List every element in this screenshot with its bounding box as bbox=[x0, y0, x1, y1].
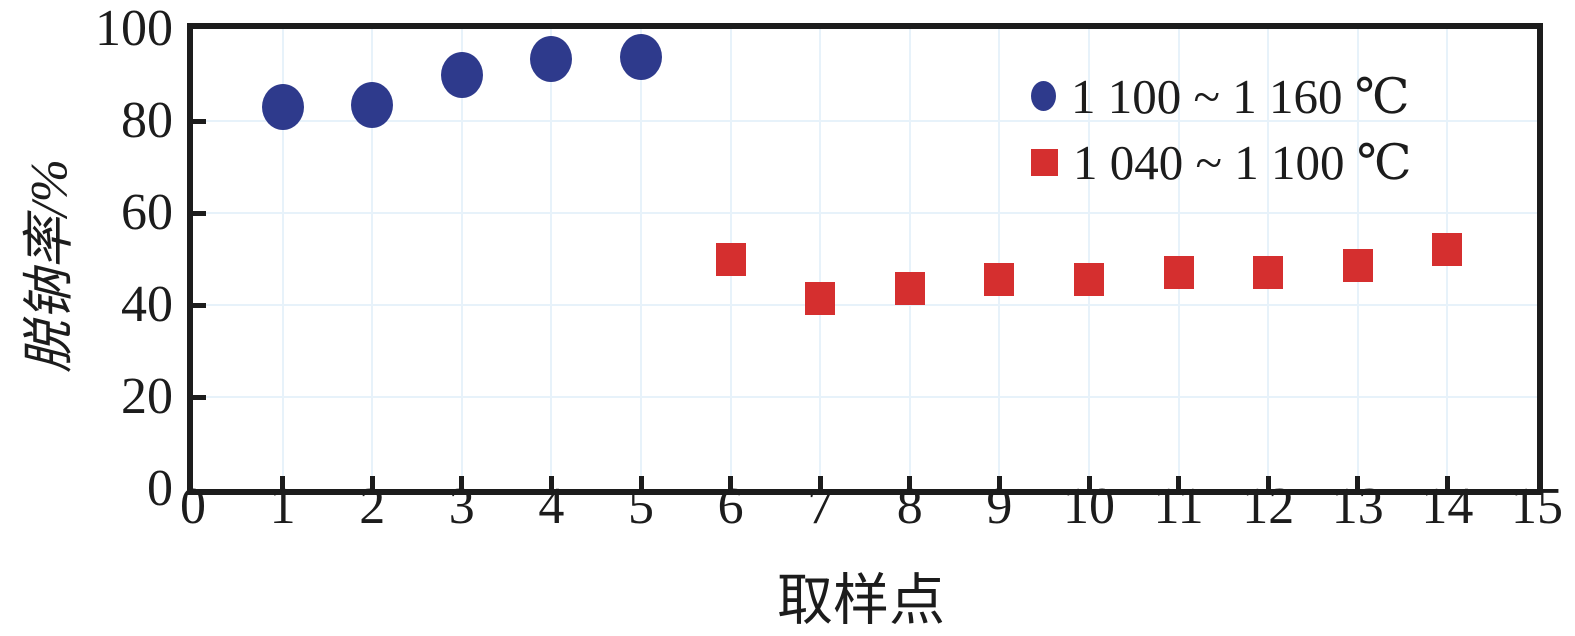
x-axis-tick bbox=[459, 476, 465, 489]
x-axis-tick bbox=[1444, 476, 1450, 489]
gridline-vertical bbox=[281, 29, 284, 489]
x-axis-tick bbox=[638, 476, 644, 489]
y-tick-label: 0 bbox=[147, 460, 173, 517]
gridline-vertical bbox=[998, 29, 1001, 489]
legend-row: 1 100 ~ 1 160 ℃ bbox=[1031, 63, 1412, 129]
x-axis-tick bbox=[548, 476, 554, 489]
x-tick-label: 15 bbox=[1511, 478, 1563, 535]
x-tick-label: 0 bbox=[180, 478, 206, 535]
data-point-square bbox=[1432, 233, 1463, 267]
x-tick-label: 12 bbox=[1242, 478, 1295, 535]
y-tick-label: 100 bbox=[95, 0, 173, 57]
data-point-circle bbox=[530, 35, 573, 82]
x-axis-tick bbox=[1176, 476, 1182, 489]
x-axis-tick bbox=[1265, 476, 1271, 489]
y-tick-label: 80 bbox=[121, 92, 173, 149]
x-tick-label: 3 bbox=[448, 478, 475, 535]
legend-label: 1 100 ~ 1 160 ℃ bbox=[1071, 68, 1410, 124]
y-axis-tick bbox=[193, 118, 206, 124]
x-tick-label: 7 bbox=[807, 478, 834, 535]
data-point-circle bbox=[440, 52, 483, 98]
gridline-vertical bbox=[371, 29, 374, 489]
x-axis-title: 取样点 bbox=[777, 570, 945, 633]
gridline-horizontal bbox=[193, 304, 1537, 306]
x-axis-tick bbox=[369, 476, 375, 489]
x-tick-label: 6 bbox=[717, 478, 744, 535]
gridline-horizontal bbox=[193, 212, 1537, 214]
x-axis-tick bbox=[996, 476, 1002, 489]
data-point-square bbox=[715, 242, 746, 276]
y-tick-label: 40 bbox=[121, 276, 173, 333]
legend-row: 1 040 ~ 1 100 ℃ bbox=[1031, 129, 1412, 195]
x-axis-tick bbox=[280, 476, 286, 489]
x-axis-tick bbox=[817, 476, 823, 489]
x-tick-label: 9 bbox=[986, 478, 1013, 535]
y-axis-tick bbox=[193, 302, 206, 308]
legend-marker-square bbox=[1031, 148, 1058, 176]
data-point-square bbox=[984, 263, 1015, 297]
gridline-vertical bbox=[640, 29, 642, 489]
gridline-vertical bbox=[819, 29, 822, 489]
x-axis-tick bbox=[1086, 476, 1092, 489]
y-axis-tick bbox=[193, 210, 206, 216]
x-axis-tick bbox=[907, 476, 913, 489]
data-point-square bbox=[1163, 256, 1194, 290]
plot-area: 1 100 ~ 1 160 ℃ 1 040 ~ 1 100 ℃ bbox=[187, 23, 1543, 495]
gridline-vertical bbox=[1088, 29, 1090, 489]
x-tick-label: 5 bbox=[628, 478, 654, 535]
gridline-horizontal bbox=[193, 120, 1537, 122]
data-point-square bbox=[1342, 249, 1373, 283]
legend-marker-circle bbox=[1031, 81, 1056, 111]
x-axis-tick bbox=[1355, 476, 1361, 489]
x-tick-label: 4 bbox=[538, 478, 565, 535]
data-point-square bbox=[805, 281, 836, 315]
x-tick-label: 13 bbox=[1331, 478, 1384, 535]
x-tick-label: 8 bbox=[896, 478, 923, 535]
data-point-square bbox=[1074, 263, 1104, 297]
data-point-square bbox=[894, 272, 925, 306]
data-point-circle bbox=[620, 33, 662, 80]
gridline-horizontal bbox=[193, 396, 1537, 398]
gridline-vertical bbox=[550, 29, 553, 489]
gridline-vertical bbox=[460, 29, 463, 489]
y-tick-label: 60 bbox=[121, 184, 173, 241]
legend-label: 1 040 ~ 1 100 ℃ bbox=[1073, 134, 1412, 190]
x-tick-label: 14 bbox=[1421, 478, 1474, 535]
x-tick-label: 2 bbox=[359, 478, 386, 535]
legend: 1 100 ~ 1 160 ℃ 1 040 ~ 1 100 ℃ bbox=[1031, 63, 1412, 195]
y-tick-label: 20 bbox=[121, 368, 173, 425]
x-axis-tick bbox=[728, 476, 734, 489]
gridline-vertical bbox=[908, 29, 911, 489]
data-point-circle bbox=[261, 84, 304, 131]
y-axis-tick bbox=[193, 394, 206, 400]
data-point-square bbox=[1253, 256, 1284, 290]
x-tick-label: 11 bbox=[1153, 478, 1204, 535]
x-tick-label: 10 bbox=[1063, 478, 1115, 535]
x-tick-label: 1 bbox=[269, 478, 296, 535]
data-point-circle bbox=[351, 81, 394, 128]
